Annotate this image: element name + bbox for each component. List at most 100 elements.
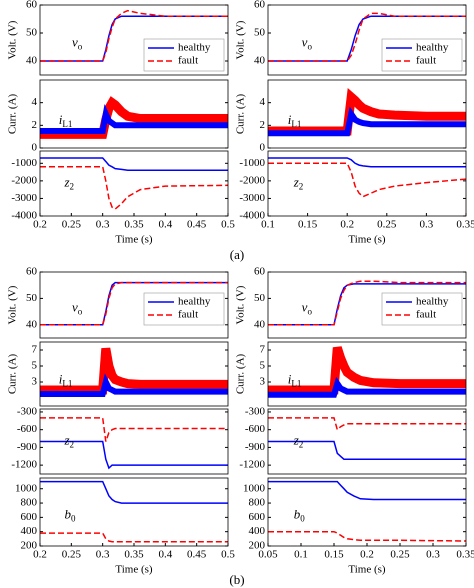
series-line: [268, 280, 466, 326]
annotation-subscript: L1: [291, 119, 301, 129]
y-tick-label: 4: [260, 96, 266, 108]
series-line: [268, 106, 466, 137]
y-tick-label: 0: [260, 142, 266, 154]
axes-frame: [39, 79, 229, 149]
x-tick-label: 0.45: [187, 549, 207, 561]
x-axis-label: Time (s): [348, 564, 386, 576]
annotation-subscript: o: [78, 306, 83, 316]
panel-annotation: vo: [72, 299, 83, 316]
panel-annotation: vo: [302, 299, 313, 316]
axes-frame: [267, 341, 467, 407]
axes-frame: [39, 150, 229, 217]
annotation-symbol: z: [293, 432, 299, 447]
x-tick-label: 0.5: [221, 549, 235, 561]
panel-annotation: b0: [64, 506, 76, 523]
panel-annotation: b0: [294, 506, 306, 523]
y-tick-label: 400: [249, 525, 266, 537]
series-line: [40, 373, 228, 397]
series-line: [268, 346, 466, 395]
legend-label: fault: [178, 55, 198, 67]
annotation-subscript: 2: [70, 440, 75, 450]
y-tick-label: -600: [245, 423, 266, 435]
x-axis-label: Time (s): [115, 234, 153, 246]
series-line: [40, 417, 228, 442]
x-tick-label: 0.3: [96, 219, 110, 231]
y-tick-label: 1000: [15, 482, 38, 494]
legend-label: healthy: [178, 42, 211, 54]
annotation-subscript: L1: [62, 378, 72, 388]
legend-label: healthy: [416, 42, 449, 54]
y-tick-label: 40: [254, 318, 266, 330]
y-tick-label: 60: [26, 0, 38, 11]
x-tick-label: 0.35: [456, 549, 474, 561]
panel-annotation: iL1: [59, 112, 73, 129]
axes-frame: [267, 79, 467, 149]
annotation-symbol: v: [302, 299, 308, 314]
x-tick-label: 0.45: [187, 219, 207, 231]
y-tick-label: 40: [26, 55, 38, 67]
x-tick-label: 0.4: [158, 549, 172, 561]
y-tick-label: 3: [32, 376, 38, 388]
y-tick-label: 7: [32, 344, 38, 356]
y-axis-label: Curr. (A): [7, 354, 19, 395]
annotation-symbol: v: [72, 34, 78, 49]
axes-frame: [39, 341, 229, 407]
series-line: [268, 162, 466, 198]
series-line: [40, 347, 228, 395]
x-axis-label: Time (s): [348, 234, 386, 246]
legend-label: fault: [178, 309, 198, 321]
y-tick-label: -2000: [239, 174, 265, 186]
series-line: [40, 480, 228, 504]
x-tick-label: 0.25: [62, 549, 82, 561]
y-tick-label: 800: [21, 497, 38, 509]
series-line: [268, 417, 466, 432]
annotation-symbol: i: [59, 112, 63, 127]
axes-frame: [39, 477, 229, 547]
y-tick-label: -2000: [11, 174, 37, 186]
y-tick-label: 40: [254, 55, 266, 67]
series-line: [268, 15, 466, 62]
annotation-subscript: 2: [299, 440, 304, 450]
annotation-subscript: L1: [62, 119, 72, 129]
panel-annotation: z2: [293, 432, 304, 449]
x-tick-label: 0.15: [298, 219, 318, 231]
panel-annotation: vo: [302, 34, 313, 51]
y-tick-label: 50: [254, 27, 266, 39]
legend-label: healthy: [178, 296, 211, 308]
y-tick-label: 50: [26, 27, 38, 39]
y-tick-label: -1200: [11, 459, 37, 471]
legend-box: [381, 292, 463, 326]
annotation-symbol: i: [288, 112, 292, 127]
axes-frame: [267, 408, 467, 475]
x-tick-label: 0.2: [33, 549, 47, 561]
x-tick-label: 0.35: [456, 219, 474, 231]
axes-frame: [267, 477, 467, 547]
y-tick-label: -1200: [239, 459, 265, 471]
annotation-subscript: o: [307, 306, 312, 316]
x-tick-label: 0.4: [158, 219, 172, 231]
annotation-symbol: i: [288, 371, 292, 386]
panel-annotation: vo: [72, 34, 83, 51]
y-tick-label: -300: [17, 405, 38, 417]
y-tick-label: 40: [26, 318, 38, 330]
legend-label: healthy: [416, 296, 449, 308]
series-line: [40, 166, 228, 210]
panel-annotation: z2: [63, 174, 74, 191]
series-line: [268, 157, 466, 168]
x-tick-label: 0.2: [340, 219, 354, 231]
axes-frame: [39, 408, 229, 475]
annotation-symbol: v: [302, 34, 308, 49]
y-tick-label: -4000: [239, 210, 265, 222]
x-tick-label: 0.25: [62, 219, 82, 231]
y-tick-label: 600: [21, 511, 38, 523]
series-line: [268, 480, 466, 501]
annotation-symbol: b: [294, 506, 301, 521]
x-tick-label: 0.15: [324, 549, 344, 561]
axes-frame: [39, 271, 229, 339]
axes-frame: [267, 150, 467, 217]
y-tick-label: 2: [260, 119, 266, 131]
annotation-subscript: o: [78, 42, 83, 52]
y-tick-label: -900: [17, 441, 38, 453]
axes-frame: [267, 271, 467, 339]
legend-label: fault: [416, 55, 436, 67]
